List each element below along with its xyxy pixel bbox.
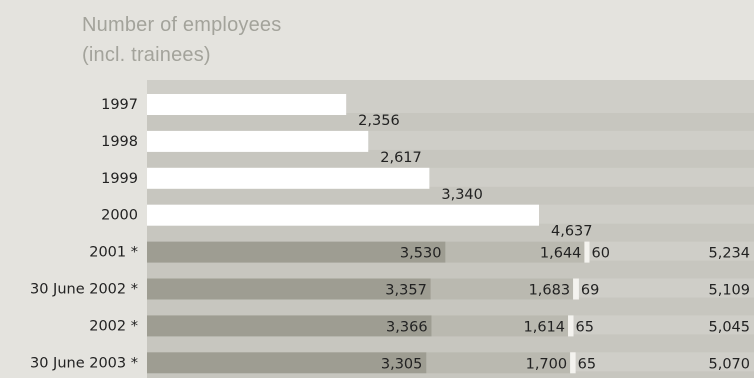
bar-segment [147,241,446,263]
total-label: 5,109 [708,283,750,299]
bar-segment [147,204,540,226]
row-band [147,371,754,378]
bar-segment [445,241,585,263]
data-label: 3,340 [441,187,483,203]
row-band [147,149,754,168]
chart-title-line-1: Number of employees [82,14,282,36]
data-label: 69 [581,283,599,299]
chart-title-line-2: (incl. trainees) [82,44,211,66]
bar-segment [426,352,571,374]
category-label: 2002 * [89,318,138,334]
bar-segment [147,167,430,189]
data-label: 2,356 [358,113,400,129]
bar-segment [147,315,432,337]
category-label: 1998 [101,134,138,150]
data-label: 3,366 [386,319,428,335]
row-band [147,113,754,131]
row-band [147,223,754,242]
data-label: 65 [578,356,596,372]
data-label: 1,644 [540,246,582,262]
total-label: 5,234 [708,246,750,262]
bar-segment [147,352,427,374]
row-band [147,186,754,205]
category-label: 30 June 2002 * [30,282,138,298]
total-label: 5,070 [708,356,750,372]
row-band [147,334,754,353]
bar-segment [584,241,590,263]
category-label: 30 June 2003 * [30,355,138,371]
row-band [147,260,754,279]
data-label: 1,614 [523,319,565,335]
data-label: 60 [591,246,609,262]
data-label: 1,683 [529,283,571,299]
category-label: 1999 [101,171,138,187]
category-label: 2000 [101,208,138,224]
data-label: 1,700 [526,356,568,372]
data-label: 3,357 [385,283,427,299]
bar-segment [573,278,579,300]
total-label: 5,045 [708,319,750,335]
bar-segment [430,278,574,300]
data-label: 2,617 [380,150,422,166]
bar-segment [568,315,574,337]
data-label: 65 [576,319,594,335]
bar-segment [147,94,347,115]
bar-segment [147,130,369,152]
category-label: 2001 * [89,245,138,261]
row-band [147,297,754,316]
data-label: 4,637 [551,224,593,240]
data-label: 3,305 [381,356,423,372]
data-label: 3,530 [400,246,442,262]
chart-title: Number of employees (incl. trainees) [82,10,281,70]
bar-segment [147,278,431,300]
bar-segment [570,352,576,374]
bar-segment [431,315,569,337]
category-label: 1997 [101,97,138,113]
